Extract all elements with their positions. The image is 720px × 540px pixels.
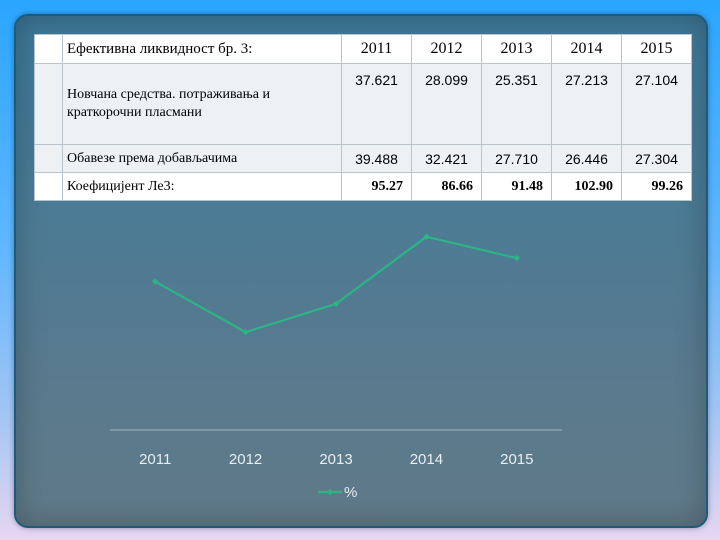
- table-row: Обавезе према добављачима 39.488 32.421 …: [34, 144, 692, 173]
- x-tick-label: 2014: [410, 451, 443, 468]
- table-cell: 86.66: [411, 172, 482, 201]
- legend-marker: [326, 488, 334, 496]
- x-tick-label: 2015: [500, 451, 533, 468]
- table-cell: 27.710: [481, 144, 552, 173]
- table-cell: 102.90: [551, 172, 622, 201]
- table-cell: 37.621: [341, 63, 412, 145]
- data-point: [242, 328, 249, 336]
- row-label: Обавезе према добављачима: [62, 144, 342, 173]
- x-tick-label: 2012: [229, 451, 262, 468]
- row-label: Новчана средства. потраживања и краткоро…: [62, 63, 342, 145]
- table-cell: 39.488: [341, 144, 412, 173]
- year-header-2012: 2012: [411, 34, 482, 64]
- row-stub: [34, 172, 63, 201]
- row-stub: [34, 63, 63, 145]
- table-cell: 26.446: [551, 144, 622, 173]
- table-cell: 25.351: [481, 63, 552, 145]
- data-point: [152, 278, 159, 285]
- table-header-row: Ефективна ликвидност бр. 3: 2011 2012 20…: [34, 34, 692, 64]
- data-point: [513, 254, 520, 262]
- legend-label: %: [344, 484, 357, 501]
- table-cell: 27.213: [551, 63, 622, 145]
- chart-plot-area: 2011 2012 2013 2014 2015%: [110, 233, 562, 501]
- year-header-2014: 2014: [551, 34, 622, 64]
- table-cell: 32.421: [411, 144, 482, 173]
- row-stub: [34, 144, 63, 173]
- year-header-2015: 2015: [621, 34, 692, 64]
- table-cell: 91.48: [481, 172, 552, 201]
- series-line: [154, 235, 518, 334]
- x-tick-label: 2011: [139, 451, 171, 468]
- table-title: Ефективна ликвидност бр. 3:: [62, 34, 342, 64]
- year-header-2013: 2013: [481, 34, 552, 64]
- row-label: Коефицијент Ле3:: [62, 172, 342, 201]
- table-cell: 27.304: [621, 144, 692, 173]
- table-cell: 27.104: [621, 63, 692, 145]
- data-point: [423, 233, 430, 240]
- data-point: [332, 300, 340, 308]
- table-cell: 99.26: [621, 172, 692, 201]
- table-cell: 28.099: [411, 63, 482, 145]
- table-row: Коефицијент Ле3: 95.27 86.66 91.48 102.9…: [34, 172, 692, 201]
- table-row: Новчана средства. потраживања и краткоро…: [34, 63, 692, 145]
- x-tick-label: 2013: [319, 451, 352, 468]
- liquidity-table: Ефективна ликвидност бр. 3: 2011 2012 20…: [34, 34, 692, 201]
- table-cell: 95.27: [341, 172, 412, 201]
- year-header-2011: 2011: [341, 34, 412, 64]
